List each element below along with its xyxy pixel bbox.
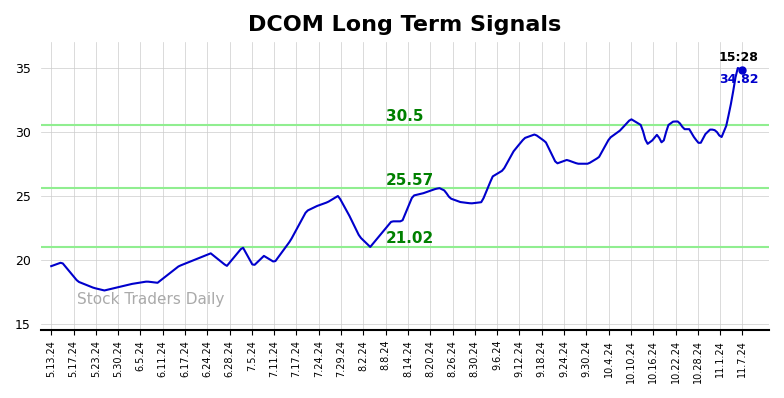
Text: 30.5: 30.5 — [386, 109, 423, 125]
Text: 34.82: 34.82 — [719, 72, 758, 86]
Title: DCOM Long Term Signals: DCOM Long Term Signals — [249, 15, 561, 35]
Text: 21.02: 21.02 — [386, 231, 434, 246]
Text: 25.57: 25.57 — [386, 173, 434, 187]
Text: Stock Traders Daily: Stock Traders Daily — [77, 292, 224, 307]
Text: 15:28: 15:28 — [718, 51, 758, 64]
